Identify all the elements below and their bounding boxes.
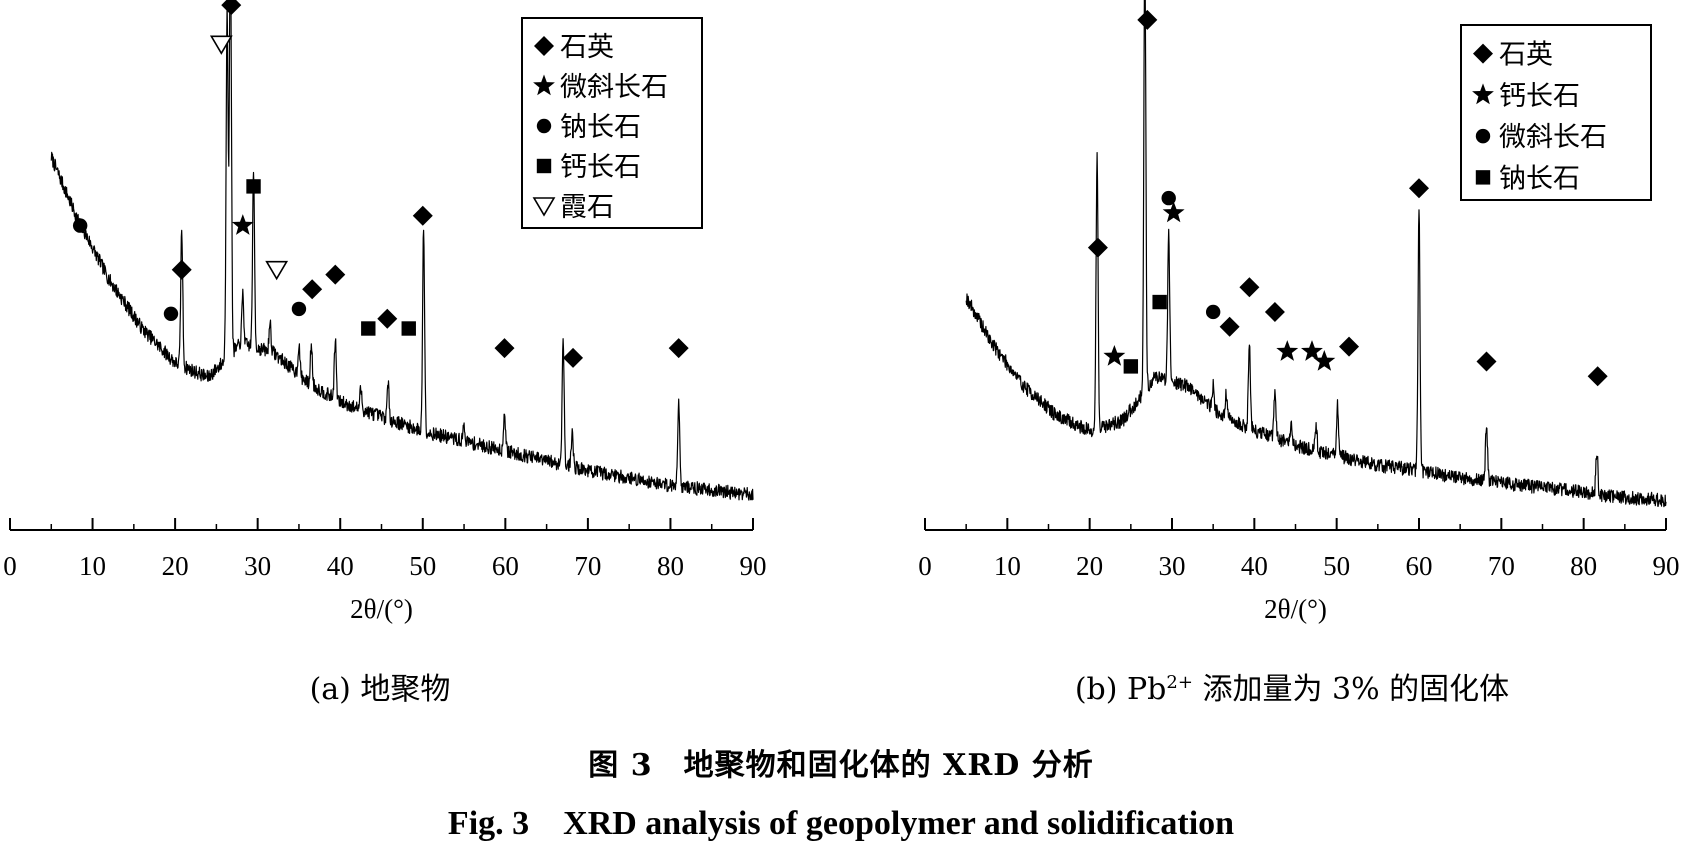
x-tick-label: 10 — [994, 551, 1021, 581]
x-tick-label: 50 — [409, 551, 436, 581]
phase-marker-diamond — [221, 0, 242, 16]
figure-title-cn: 图 3 地聚物和固化体的 XRD 分析 — [588, 748, 1094, 783]
subcaption-b-prefix: (b) Pb — [1074, 672, 1167, 707]
phase-marker-square — [1123, 359, 1139, 374]
phase-marker-diamond — [1476, 351, 1497, 372]
legend-label: 钙长石 — [1499, 81, 1580, 112]
legend-marker-square — [1475, 170, 1491, 185]
x-tick-label: 0 — [918, 551, 932, 581]
x-axis-label: 2θ/(°) — [1264, 594, 1327, 624]
phase-marker-square — [1152, 294, 1167, 310]
phase-marker-square — [246, 179, 261, 194]
legend-marker-diamond — [534, 36, 554, 56]
phase-marker-square — [401, 321, 416, 336]
legend-marker-star — [1472, 83, 1494, 105]
phase-marker-diamond — [1137, 9, 1158, 30]
phase-marker-circle — [1205, 304, 1221, 320]
x-tick-label: 50 — [1323, 551, 1350, 581]
x-tick-label: 70 — [574, 551, 601, 581]
phase-marker-diamond — [377, 308, 398, 329]
phase-marker-star — [1276, 340, 1299, 361]
phase-marker-diamond — [171, 259, 192, 280]
legend-label: 微斜长石 — [560, 72, 668, 103]
phase-marker-triangle-down-open — [209, 35, 233, 55]
phase-marker-diamond — [1087, 237, 1108, 258]
subcaption-a: (a) 地聚物 — [309, 672, 451, 707]
x-tick-label: 60 — [492, 551, 519, 581]
phase-marker-circle — [1161, 190, 1176, 206]
x-tick-label: 0 — [3, 551, 17, 581]
legend-marker-circle — [1475, 128, 1491, 144]
legend-label: 钠长石 — [560, 112, 641, 143]
phase-marker-diamond — [494, 338, 515, 359]
phase-marker-diamond — [668, 338, 689, 359]
legend-label: 霞石 — [560, 192, 614, 223]
x-tick-label: 30 — [1159, 551, 1186, 581]
phase-marker-diamond — [325, 264, 346, 285]
legend-label: 微斜长石 — [1499, 122, 1607, 153]
xrd-pattern-line — [965, 0, 1667, 508]
legend-marker-diamond — [1473, 43, 1493, 64]
x-tick-label: 70 — [1488, 551, 1515, 581]
subcaption-b-suffix: 添加量为 3% 的固化体 — [1192, 672, 1510, 707]
legend-marker-circle — [536, 118, 552, 134]
phase-marker-diamond — [1587, 366, 1608, 387]
subcaption-b: (b) Pb2+ 添加量为 3% 的固化体 — [912, 664, 1672, 708]
x-tick-label: 80 — [1570, 551, 1597, 581]
legend-marker-square — [536, 158, 552, 174]
x-tick-label: 10 — [79, 551, 106, 581]
phase-marker-star — [1103, 345, 1126, 366]
x-tick-label: 40 — [1241, 551, 1268, 581]
phase-marker-diamond — [412, 205, 433, 226]
phase-marker-diamond — [1239, 277, 1260, 298]
phase-marker-diamond — [1339, 336, 1360, 357]
legend-label: 石英 — [1499, 40, 1553, 71]
legend-label: 钠长石 — [1499, 163, 1580, 194]
legend-marker-star — [533, 74, 555, 96]
x-tick-label: 80 — [657, 551, 684, 581]
subcaption-b-superscript: 2+ — [1166, 672, 1193, 693]
phase-marker-diamond — [1219, 316, 1240, 337]
x-tick-label: 30 — [244, 551, 271, 581]
phase-marker-diamond — [563, 347, 584, 368]
phase-marker-star — [1313, 350, 1336, 371]
xrd-pattern-line — [50, 0, 754, 501]
phase-marker-star — [1301, 340, 1323, 361]
legend-label: 石英 — [560, 32, 614, 63]
phase-marker-diamond — [302, 279, 323, 300]
legend-box — [521, 17, 703, 229]
phase-marker-triangle-down-open — [265, 260, 289, 281]
phase-marker-circle — [291, 301, 307, 317]
x-axis-label: 2θ/(°) — [350, 594, 413, 624]
phase-marker-diamond — [1264, 301, 1285, 322]
legend-marker-triangle-down-open — [532, 197, 556, 217]
phase-marker-diamond — [1409, 178, 1429, 199]
legend-label: 钙长石 — [560, 152, 641, 183]
phase-marker-star — [1162, 201, 1185, 223]
x-tick-label: 90 — [740, 551, 767, 581]
x-tick-label: 20 — [1076, 551, 1103, 581]
phase-marker-square — [361, 321, 376, 336]
figure-title-en: Fig. 3 XRD analysis of geopolymer and so… — [447, 805, 1235, 842]
x-tick-label: 60 — [1406, 551, 1433, 581]
legend-box — [1460, 24, 1652, 201]
phase-marker-circle — [72, 218, 88, 233]
x-tick-label: 20 — [162, 551, 189, 581]
x-tick-label: 40 — [327, 551, 354, 581]
phase-marker-star — [231, 214, 254, 235]
phase-marker-circle — [163, 306, 179, 321]
x-tick-label: 90 — [1653, 551, 1680, 581]
